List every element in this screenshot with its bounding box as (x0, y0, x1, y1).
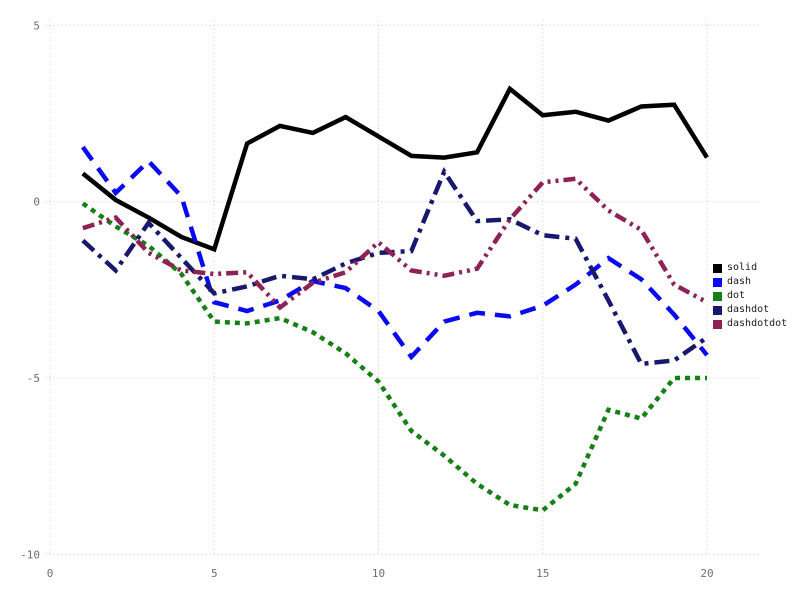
y-tick-label: 0 (33, 196, 40, 209)
legend-swatch-icon (713, 263, 722, 273)
x-tick-label: 20 (700, 567, 713, 580)
y-tick-label: -5 (27, 372, 40, 385)
legend-item-dashdotdot: dashdotdot (713, 317, 787, 331)
legend-label: dot (727, 290, 746, 301)
series-line-dash (81, 145, 709, 361)
legend-item-solid: solid (713, 261, 787, 275)
axis-tick-labels: 0 5 10 15 20 5 0 -5 -10 (20, 19, 714, 580)
series-line-dashdot (81, 166, 709, 367)
legend-label: solid (727, 262, 758, 273)
legend-label: dashdotdot (727, 318, 788, 329)
series-line-solid (81, 85, 709, 253)
series-line-dot (81, 201, 707, 513)
x-tick-label: 15 (536, 567, 549, 580)
legend-item-dash: dash (713, 275, 787, 289)
legend-item-dot: dot (713, 289, 787, 303)
legend-label: dash (727, 276, 752, 287)
legend: solid dash dot dashdot dashdotdot (713, 261, 787, 331)
legend-swatch-icon (713, 291, 722, 301)
x-tick-label: 5 (211, 567, 218, 580)
gridlines (45, 20, 760, 555)
legend-swatch-icon (713, 319, 722, 329)
y-tick-label: 5 (33, 19, 40, 32)
legend-swatch-icon (713, 277, 722, 287)
legend-item-dashdot: dashdot (713, 303, 787, 317)
legend-label: dashdot (727, 304, 770, 315)
x-tick-label: 0 (47, 567, 54, 580)
y-tick-label: -10 (20, 548, 40, 561)
x-tick-label: 10 (372, 567, 385, 580)
legend-swatch-icon (713, 305, 722, 315)
series-line-dashdotdot (82, 176, 709, 311)
